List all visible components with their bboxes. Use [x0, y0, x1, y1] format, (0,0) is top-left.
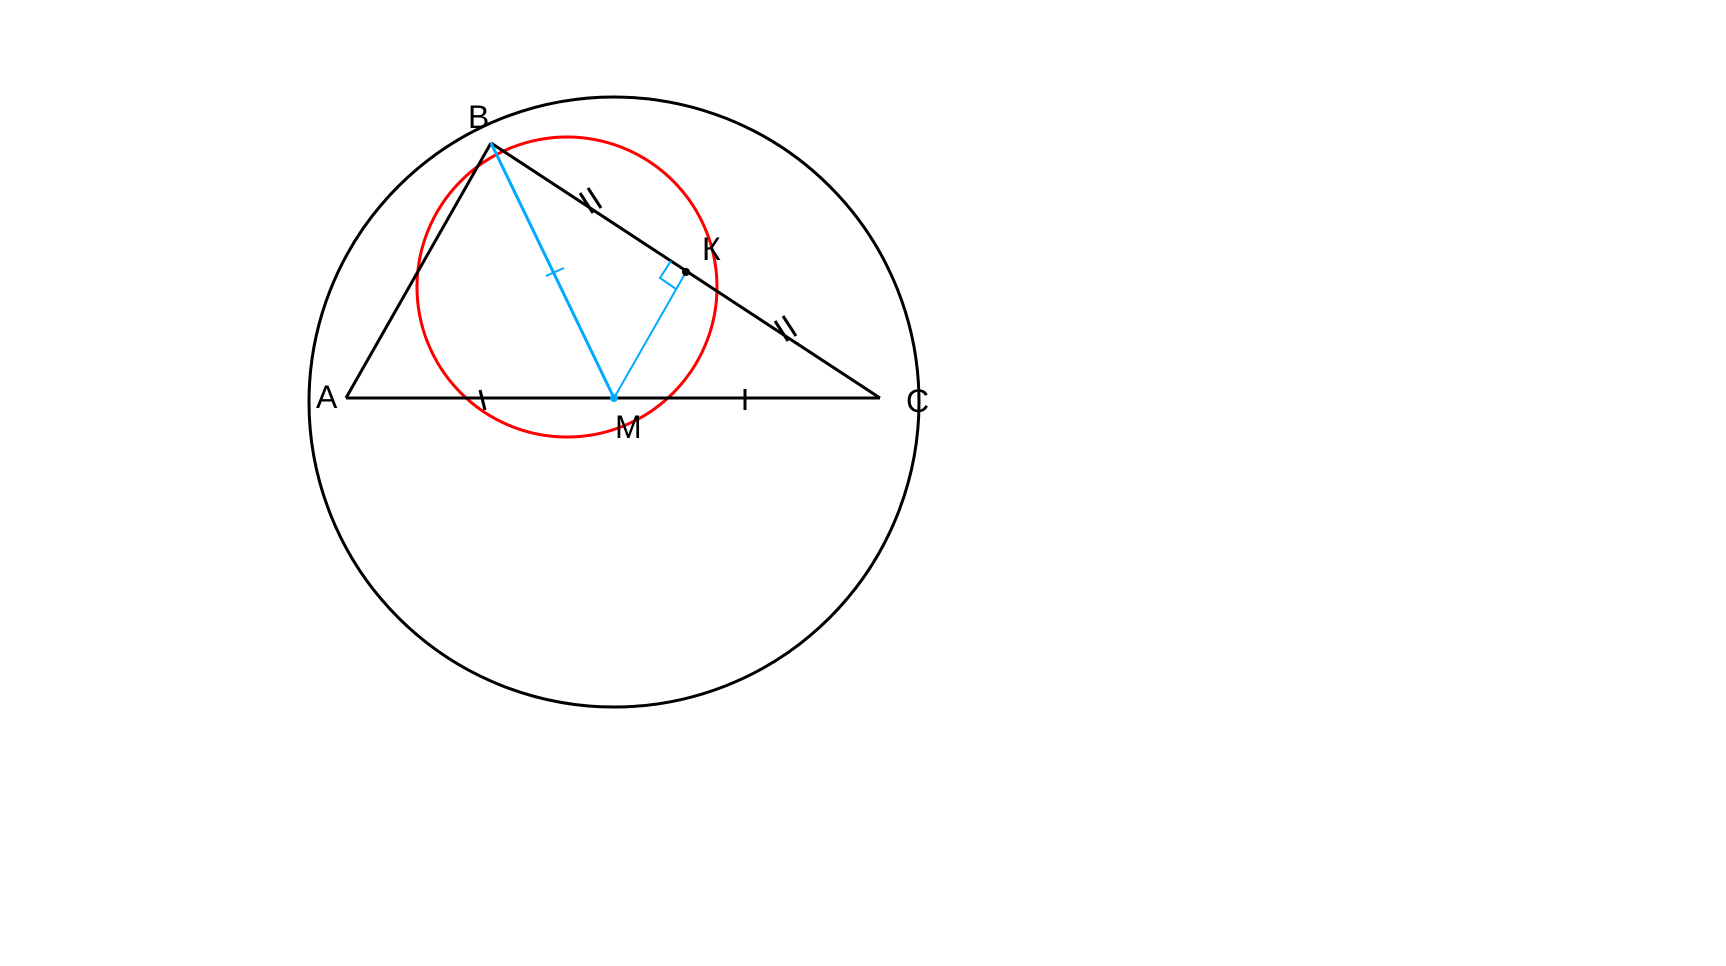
tick-KC-2	[783, 316, 796, 336]
label-C: С	[906, 383, 929, 419]
side-AB	[346, 143, 491, 398]
right-angle-marker	[660, 261, 676, 289]
point-M-dot	[610, 394, 618, 402]
segment-MK	[614, 272, 686, 398]
segment-BM	[491, 143, 614, 398]
geometry-diagram: А В С К М	[0, 0, 1726, 966]
label-B: В	[468, 99, 489, 135]
point-K-dot	[682, 268, 690, 276]
label-K: К	[702, 231, 721, 267]
label-M: М	[615, 409, 642, 445]
tick-BK-2	[588, 188, 601, 208]
tick-AM	[480, 390, 485, 410]
label-A: А	[316, 379, 338, 415]
